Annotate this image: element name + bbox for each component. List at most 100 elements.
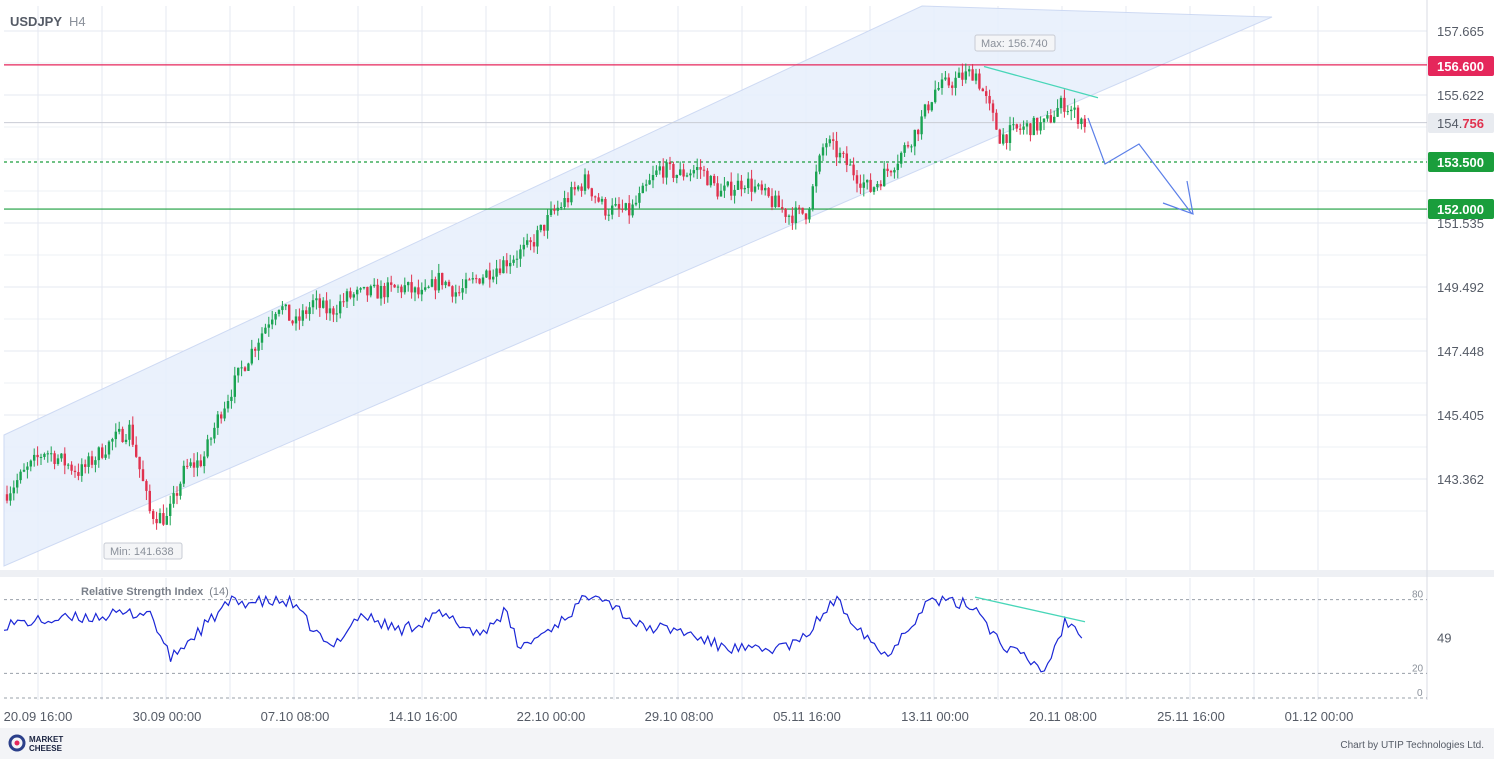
candle [791,207,794,230]
candle [624,202,627,211]
candle [662,158,665,184]
candle [12,480,15,501]
candle-body [512,259,515,263]
candle [1053,110,1056,124]
candle [991,99,995,122]
candle-body [492,276,495,280]
candle [485,269,488,278]
candle-body [1005,134,1008,143]
candle-body [645,184,648,186]
candle [315,290,318,310]
candle-body [386,282,389,298]
candle [475,274,478,284]
candle [70,461,73,475]
candle-body [417,287,420,295]
candle [1066,105,1069,116]
candle [383,282,386,304]
candle [648,173,651,185]
candle [447,279,451,287]
price-axis: 157.665 155.622 151.535 149.492 147.448 145.4… [1437,24,1484,487]
candle [1080,117,1083,130]
candle-body [264,327,267,334]
candle [927,101,930,114]
candle [94,456,97,473]
candle-body [29,460,32,467]
candle [63,447,66,475]
candle [454,284,457,304]
candle [543,224,546,237]
candle-body [1080,118,1083,124]
candle-body [968,69,971,72]
candle [444,280,447,289]
candle-body [709,175,712,186]
candle-body [923,104,927,117]
candle-body [828,139,831,144]
candle [237,367,240,383]
candle-body [804,213,808,220]
candle [947,73,950,89]
candle [583,168,587,195]
candle [305,306,308,319]
candle-body [373,284,376,287]
time-tick-label: 07.10 08:00 [261,709,330,724]
channel-band [3,5,1273,567]
candle-body [349,291,352,298]
candle [90,450,94,469]
candle-body [556,207,559,211]
candle [118,421,121,435]
candle [19,469,22,484]
candle [318,293,321,317]
candle [587,170,590,190]
candle [651,165,655,189]
candle [998,128,1001,144]
candle [359,287,362,293]
candle [900,151,903,168]
candle [169,495,172,526]
candle-body [1059,97,1063,108]
candle-body [519,249,522,259]
candle-body [1076,107,1080,124]
candle-body [478,278,481,284]
candle [682,163,685,181]
candle [560,202,563,211]
candle-body [794,207,797,224]
candle-body [22,469,26,472]
candle [291,319,294,326]
candle [723,176,726,198]
candle-body [162,513,165,525]
rsi-divergence-line [974,596,1086,623]
candle [36,446,39,466]
candle-body [481,277,485,284]
candle-body [730,181,733,196]
candle-body [19,471,22,481]
candle-body [281,306,284,311]
current-price-suffix: 756 [1462,116,1484,131]
candle [77,463,80,481]
candle [1039,116,1042,135]
candle [590,187,593,201]
candle [699,159,702,179]
candle [798,204,801,215]
candle-body [825,143,828,148]
candle-body [600,198,604,202]
candle [750,169,753,202]
time-tick-label: 20.11 08:00 [1029,709,1097,724]
timeframe-label: H4 [69,14,86,29]
annotations [983,65,1194,215]
candle [886,163,889,177]
candle [192,453,196,478]
logo-icon-dot [14,740,20,746]
candle [277,309,281,317]
candle-body [213,427,216,439]
candle [835,131,838,167]
candle-body [26,466,29,470]
candle-body [359,288,362,290]
time-tick-label: 01.12 00:00 [1285,709,1354,724]
candle-body [869,179,872,192]
candle-body [243,367,247,371]
candle [923,103,927,119]
candle-body [434,279,437,291]
candle-body [553,209,556,211]
current-price-text: 154.756 [1437,116,1484,131]
